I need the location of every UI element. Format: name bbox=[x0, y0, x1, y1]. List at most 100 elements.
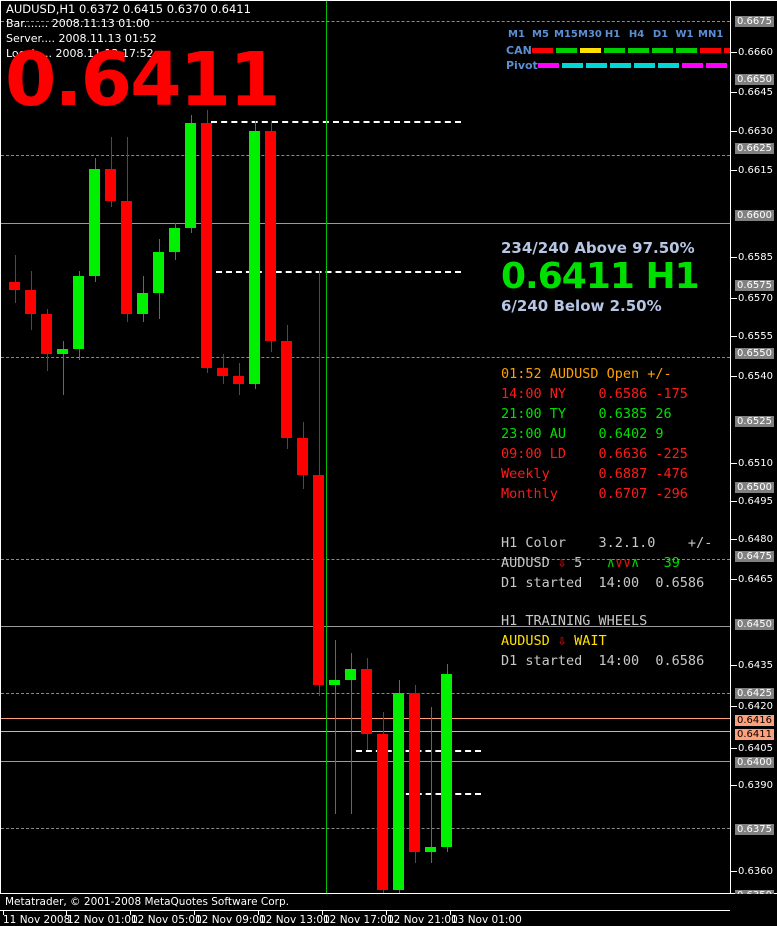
candle-body bbox=[393, 693, 404, 890]
price-axis-label: 0.6510 bbox=[738, 458, 773, 469]
chart-canvas[interactable]: AUDUSD,H1 0.6372 0.6415 0.6370 0.6411 Ba… bbox=[0, 0, 730, 894]
price-axis-label: 0.6630 bbox=[738, 126, 773, 137]
training-wheels-state: WAIT bbox=[566, 633, 607, 649]
timeframe-status-bars bbox=[537, 63, 730, 68]
price-axis-label: 0.6480 bbox=[738, 534, 773, 545]
candle-wick bbox=[335, 639, 336, 815]
candle-body bbox=[377, 733, 388, 890]
candle-body bbox=[281, 341, 292, 438]
price-axis-tick bbox=[731, 501, 737, 502]
price-axis-tick bbox=[731, 376, 737, 377]
price-axis-label: 0.6550 bbox=[735, 348, 774, 359]
timeframe-column-d1[interactable]: D1 bbox=[652, 28, 669, 40]
training-wheels-title: H1 TRAINING WHEELS bbox=[501, 613, 648, 629]
copyright-text: Metatrader, © 2001-2008 MetaQuotes Softw… bbox=[5, 896, 289, 908]
price-axis-bid-label: 0.6416 bbox=[735, 715, 774, 726]
price-axis-tick bbox=[731, 92, 737, 93]
gridline-solid bbox=[1, 626, 730, 628]
timeframe-column-h4[interactable]: H4 bbox=[628, 28, 645, 40]
session-panel-header: 01:52 AUDUSD Open +/- bbox=[501, 366, 672, 382]
price-axis-bid-label: 0.6411 bbox=[735, 729, 774, 740]
candle-body bbox=[361, 669, 372, 734]
candle-body bbox=[57, 349, 68, 355]
price-axis-label: 0.6645 bbox=[738, 87, 773, 98]
training-wheels-footer: D1 started 14:00 0.6586 bbox=[501, 653, 705, 669]
time-scale[interactable]: Metatrader, © 2001-2008 MetaQuotes Softw… bbox=[0, 894, 777, 926]
price-axis-label: 0.6375 bbox=[735, 824, 774, 835]
price-axis-tick bbox=[731, 463, 737, 464]
session-separator-line bbox=[326, 1, 327, 893]
price-axis-tick bbox=[731, 579, 737, 580]
candle-body bbox=[153, 252, 164, 293]
timeframe-status-bar bbox=[633, 63, 655, 68]
candle-body bbox=[121, 201, 132, 315]
gridline-dashed bbox=[1, 21, 730, 22]
timeframe-column-m15[interactable]: M15 bbox=[554, 28, 578, 40]
stat-above-label: 234/240 Above 97.50% bbox=[501, 239, 695, 257]
time-axis-label: 12 Nov 09:00 bbox=[195, 914, 266, 926]
candle-body bbox=[297, 437, 308, 476]
price-axis-tick bbox=[731, 336, 737, 337]
timeframe-legend: M1 M5 M15 M30 H1 H4 D1 W1 MN1 CAN Pivot bbox=[506, 27, 730, 74]
h1-training-wheels-panel: H1 TRAINING WHEELS AUDUSD ⇩ WAIT D1 starte… bbox=[501, 611, 730, 671]
price-axis-label: 0.6435 bbox=[738, 660, 773, 671]
h1-color-score: 39 bbox=[639, 555, 680, 571]
timeframe-column-m30[interactable]: M30 bbox=[578, 28, 602, 40]
price-axis-tick bbox=[731, 539, 737, 540]
chart-local-time: Local..... 2008.11.12 17:52 bbox=[6, 47, 154, 60]
price-axis-label: 0.6425 bbox=[735, 688, 774, 699]
chart-bar-time: Bar....... 2008.11.13 01:00 bbox=[6, 17, 150, 30]
price-axis-label: 0.6585 bbox=[738, 252, 773, 263]
chart-server-time: Server.... 2008.11.13 01:52 bbox=[6, 32, 157, 45]
price-axis-tick bbox=[731, 298, 737, 299]
time-axis-label: 11 Nov 2008 bbox=[3, 914, 71, 926]
stat-current-price: 0.6411 H1 bbox=[501, 256, 700, 297]
timeframe-status-bar bbox=[531, 48, 553, 53]
price-axis-tick bbox=[731, 257, 737, 258]
h1-color-symbol: AUDUSD bbox=[501, 555, 558, 571]
horizontal-level-line bbox=[396, 792, 481, 795]
price-axis-tick bbox=[731, 170, 737, 171]
timeframe-column-w1[interactable]: W1 bbox=[675, 28, 694, 40]
timeframe-row-pivot: Pivot bbox=[506, 59, 730, 72]
stats-panel: 234/240 Above 97.50% 0.6411 H1 6/240 Bel… bbox=[501, 239, 730, 315]
training-wheels-symbol: AUDUSD bbox=[501, 633, 558, 649]
timeframe-column-mn1[interactable]: MN1 bbox=[698, 28, 724, 40]
time-axis-label: 12 Nov 01:00 bbox=[67, 914, 138, 926]
time-axis-line bbox=[0, 910, 730, 911]
timeframe-column-m1[interactable]: M1 bbox=[508, 28, 525, 40]
price-axis-label: 0.6600 bbox=[735, 210, 774, 221]
horizontal-level-line bbox=[211, 120, 461, 123]
price-axis-label: 0.6525 bbox=[735, 416, 774, 427]
time-axis-tick bbox=[194, 910, 195, 915]
stat-below-label: 6/240 Below 2.50% bbox=[501, 297, 662, 315]
price-axis-label: 0.6540 bbox=[738, 371, 773, 382]
time-axis-tick bbox=[3, 910, 4, 915]
candle-body bbox=[249, 131, 260, 385]
timeframe-status-bar bbox=[705, 63, 727, 68]
time-axis-label: 12 Nov 05:00 bbox=[131, 914, 202, 926]
price-axis-label: 0.6475 bbox=[735, 551, 774, 562]
timeframe-status-bar bbox=[555, 48, 577, 53]
h1-color-title: H1 Color 3.2.1.0 +/- bbox=[501, 535, 713, 551]
candle-body bbox=[233, 375, 244, 385]
chevron-up-icon: ∧ bbox=[631, 555, 640, 571]
timeframe-column-h1[interactable]: H1 bbox=[604, 28, 621, 40]
price-axis-label: 0.6400 bbox=[735, 757, 774, 768]
timeframe-status-bar bbox=[603, 48, 625, 53]
time-axis-tick bbox=[386, 910, 387, 915]
candle-body bbox=[89, 168, 100, 277]
session-row-ty: 21:00 TY 0.6385 26 bbox=[501, 406, 672, 422]
h1-color-count: 5 bbox=[566, 555, 607, 571]
candle-body bbox=[441, 674, 452, 847]
arrow-down-icon: ⇩ bbox=[557, 633, 567, 649]
price-scale[interactable]: 0.6675 0.6660 0.6650 0.6645 0.6630 0.6625 0.66… bbox=[730, 0, 777, 901]
price-axis-label: 0.6495 bbox=[738, 496, 773, 507]
candle-body bbox=[41, 314, 52, 355]
price-axis-label: 0.6390 bbox=[738, 780, 773, 791]
session-row-ny: 14:00 NY 0.6586 -175 bbox=[501, 386, 688, 402]
timeframe-column-m5[interactable]: M5 bbox=[532, 28, 549, 40]
timeframe-status-bar bbox=[657, 63, 679, 68]
candle-body bbox=[425, 846, 436, 852]
